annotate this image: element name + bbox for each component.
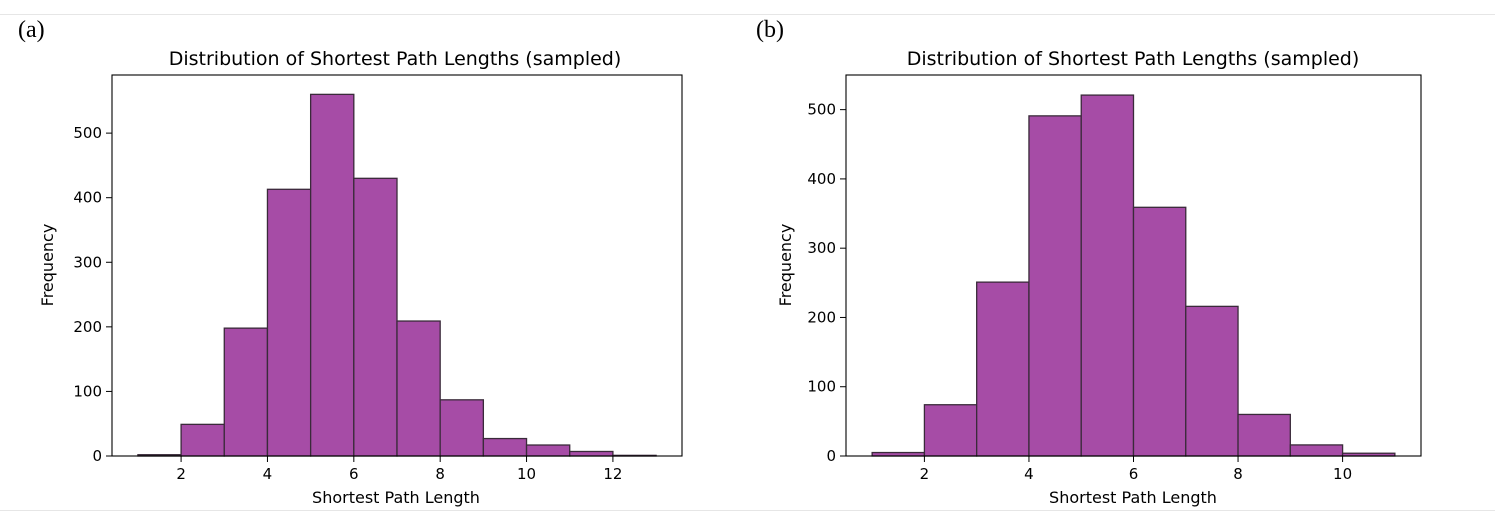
- y-ticks-group-a: 0 100 200 300 400 500: [73, 124, 112, 465]
- y-axis-label-b: Frequency: [776, 224, 795, 307]
- panel-label-a: (a): [18, 17, 45, 43]
- x-tick-label: 8: [1233, 465, 1243, 483]
- x-tick-label: 8: [435, 465, 445, 483]
- y-tick-label: 0: [92, 447, 102, 465]
- x-ticks-group-b: 2 4 6 8 10: [920, 456, 1352, 483]
- x-tick-label: 4: [1024, 465, 1034, 483]
- y-tick-label: 500: [73, 124, 102, 142]
- histogram-bar: [976, 281, 1030, 457]
- x-tick-label: 6: [1129, 465, 1139, 483]
- y-axis-label-a: Frequency: [38, 224, 57, 307]
- x-tick-label: 2: [920, 465, 930, 483]
- x-tick-label: 12: [603, 465, 622, 483]
- x-ticks-group-a: 2 4 6 8 10 12: [176, 456, 622, 483]
- histogram-bar: [223, 327, 269, 457]
- x-tick-label: 2: [176, 465, 186, 483]
- x-tick-label: 6: [349, 465, 359, 483]
- histogram-bar: [353, 177, 398, 457]
- histogram-bar: [1080, 94, 1135, 457]
- histogram-bar: [1028, 115, 1082, 457]
- histogram-bar: [569, 450, 614, 457]
- histogram-bar: [923, 404, 978, 457]
- y-tick-label: 500: [807, 101, 836, 119]
- histogram-bar: [439, 399, 485, 457]
- chart-title-a: Distribution of Shortest Path Lengths (s…: [169, 48, 622, 70]
- y-tick-label: 200: [807, 308, 836, 326]
- histogram-bar: [1289, 444, 1344, 457]
- x-axis-label-b: Shortest Path Length: [1049, 488, 1217, 507]
- x-tick-label: 10: [1333, 465, 1352, 483]
- axes-frame-a: [111, 74, 683, 457]
- histogram-panel-a: (a) Distribution of Shortest Path Length…: [18, 17, 683, 507]
- x-axis-label-a: Shortest Path Length: [312, 488, 480, 507]
- x-tick-label: 10: [517, 465, 536, 483]
- histogram-panel-b: (b) Distribution of Shortest Path Length…: [756, 17, 1422, 507]
- x-tick-label: 4: [263, 465, 273, 483]
- histogram-bar: [482, 437, 528, 457]
- histogram-bar: [1185, 305, 1239, 457]
- y-ticks-group-b: 0 100 200 300 400 500: [807, 101, 846, 465]
- y-tick-label: 300: [73, 253, 102, 271]
- histogram-bar: [266, 188, 312, 457]
- y-tick-label: 400: [73, 189, 102, 207]
- y-tick-label: 400: [807, 170, 836, 188]
- y-tick-label: 100: [73, 382, 102, 400]
- histogram-bar: [180, 423, 225, 457]
- y-tick-label: 100: [807, 378, 836, 396]
- panel-label-b: (b): [756, 17, 784, 43]
- chart-title-b: Distribution of Shortest Path Lengths (s…: [907, 48, 1360, 70]
- histogram-bar: [1132, 206, 1187, 457]
- bars-group-b: [871, 94, 1396, 457]
- histogram-bar: [309, 93, 355, 457]
- y-tick-label: 200: [73, 318, 102, 336]
- histogram-bar: [1237, 413, 1291, 457]
- bars-group-a: [137, 93, 657, 457]
- y-tick-label: 300: [807, 239, 836, 257]
- y-tick-label: 0: [826, 447, 836, 465]
- histogram-bar: [525, 444, 571, 457]
- histogram-bar: [396, 320, 441, 457]
- axes-frame-b: [845, 74, 1422, 457]
